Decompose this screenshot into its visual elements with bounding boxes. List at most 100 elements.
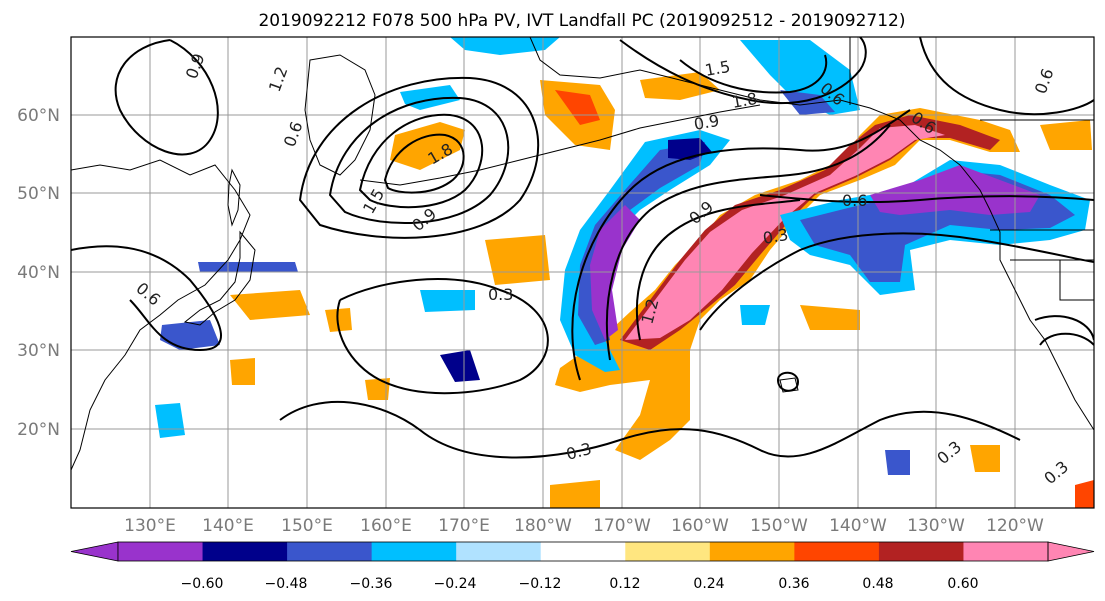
colorbar-cell <box>456 542 542 561</box>
colorbar-cell <box>878 542 964 561</box>
aleutian-chain <box>359 104 761 186</box>
positive-anomaly-east-coast <box>1040 120 1092 150</box>
shading-layer <box>155 37 1094 508</box>
colorbar-ticks: −0.60 −0.48 −0.36 −0.24 −0.12 0.12 0.24 … <box>181 576 979 592</box>
contour-label: 0.6 <box>842 191 867 210</box>
pv-contours <box>71 37 1094 459</box>
colorbar-tick-label: −0.36 <box>350 576 393 592</box>
positive-anomaly-center <box>325 308 352 332</box>
colorbar-tick-label: −0.48 <box>265 576 308 592</box>
sakhalin-coast <box>227 168 241 227</box>
lon-label: 150°E <box>281 516 333 536</box>
positive-anomaly-sw-small <box>230 358 255 385</box>
contour-ring-core <box>383 133 465 194</box>
contour-trough-inner <box>606 124 891 361</box>
contour-north-15 <box>619 37 867 105</box>
lon-label: 120°W <box>986 516 1044 536</box>
lon-label: 170°E <box>438 516 490 536</box>
colorbar-tick-label: −0.60 <box>181 576 224 592</box>
positive-anomaly-north-central-core <box>555 90 600 125</box>
contour-label: 0.9 <box>692 111 720 134</box>
lon-label: 140°E <box>202 516 254 536</box>
contour-label: 0.3 <box>488 285 513 304</box>
negative-anomaly-small-4 <box>740 305 770 325</box>
colorbar-tick-label: 0.12 <box>609 576 640 592</box>
contour-north-18 <box>679 54 828 94</box>
negative-anomaly-mid <box>440 350 480 382</box>
positive-anomaly-japan <box>230 290 310 320</box>
positive-anomaly-bottom <box>550 480 600 508</box>
lon-label: 130°E <box>124 516 176 536</box>
lon-label: 180°W <box>514 516 572 536</box>
colorbar-cells <box>70 541 1095 562</box>
negative-anomaly-east-peak <box>870 165 1040 215</box>
contour-ring-outer <box>298 76 540 239</box>
colorbar-extend-max <box>1047 541 1095 562</box>
contour-mid-03 <box>336 278 549 395</box>
contour-trough-outer <box>571 109 911 381</box>
colorbar-tick-label: 0.48 <box>862 576 893 592</box>
colorbar-cell <box>287 542 373 561</box>
colorbar: −0.60 −0.48 −0.36 −0.24 −0.12 0.12 0.24 … <box>70 541 1095 592</box>
lat-label: 60°N <box>17 106 60 126</box>
lat-label: 50°N <box>17 184 60 204</box>
contour-label: 0.3 <box>761 225 789 248</box>
positive-anomaly-center-left <box>485 235 550 285</box>
contour-trough-core <box>636 199 801 341</box>
positive-anomaly-south-center <box>365 378 390 400</box>
map-layers: 0.9 1.2 0.6 1.5 1.8 0.9 1.5 1.8 0.6 0.9 … <box>71 37 1094 508</box>
colorbar-tick-label: −0.24 <box>434 576 477 592</box>
positive-anomaly-se-corner <box>1075 480 1094 508</box>
colorbar-tick-label: 0.36 <box>778 576 809 592</box>
colorbar-cell <box>963 542 1049 561</box>
positive-anomaly-se <box>970 445 1000 472</box>
contour-south <box>279 400 1021 459</box>
peak-anomaly-ribbon <box>625 125 945 340</box>
lat-label: 30°N <box>17 341 60 361</box>
positive-anomaly-ribbon <box>555 108 1020 460</box>
negative-anomaly-small-3 <box>885 450 910 475</box>
latitude-labels: 60°N 50°N 40°N 30°N 20°N <box>17 106 60 440</box>
colorbar-tick-label: −0.12 <box>519 576 562 592</box>
contour-label: 1.8 <box>730 89 758 112</box>
asia-coast <box>71 159 251 471</box>
colorbar-extend-min <box>70 541 119 562</box>
contour-east-06 <box>759 194 1094 204</box>
lat-label: 20°N <box>17 420 60 440</box>
contour-ring-inner <box>358 113 484 209</box>
colorbar-cell <box>625 542 711 561</box>
negative-anomaly-small-1 <box>155 403 185 438</box>
coastlines <box>71 37 1094 471</box>
negative-anomaly-sw <box>160 320 220 350</box>
kamchatka-coast <box>304 54 376 176</box>
colorbar-cell <box>540 542 626 561</box>
positive-anomaly-east-mid <box>800 305 860 330</box>
lon-label: 160°E <box>360 516 412 536</box>
negative-anomaly-japan <box>198 262 298 272</box>
colorbar-cell <box>371 542 457 561</box>
na-interior-borders <box>849 37 1094 301</box>
colorbar-cell <box>794 542 880 561</box>
contour-ring-mid <box>328 96 510 224</box>
map-frame <box>70 36 1095 509</box>
contour-east-03 <box>699 232 1094 331</box>
contour-northeast <box>919 37 1094 116</box>
lon-label: 170°W <box>593 516 651 536</box>
lon-label: 130°W <box>907 516 965 536</box>
negative-anomaly-small-2 <box>420 290 475 312</box>
contour-se-loop <box>1034 315 1094 346</box>
lon-label: 160°W <box>671 516 729 536</box>
contour-west-loop <box>114 39 219 156</box>
contour-label: 1.5 <box>703 57 731 80</box>
negative-anomaly-top-right-core <box>780 90 835 115</box>
colorbar-tick-label: 0.60 <box>947 576 978 592</box>
colorbar-cell <box>202 542 288 561</box>
negative-anomaly-top-right <box>740 40 860 115</box>
longitude-labels: 130°E 140°E 150°E 160°E 170°E 180°W 170°… <box>124 516 1044 536</box>
lon-label: 140°W <box>829 516 887 536</box>
colorbar-cell <box>709 542 795 561</box>
positive-anomaly-kamchatka <box>390 122 465 170</box>
colorbar-frame <box>117 541 1049 562</box>
lon-label: 150°W <box>750 516 808 536</box>
contour-hawaii-loop <box>776 371 800 392</box>
